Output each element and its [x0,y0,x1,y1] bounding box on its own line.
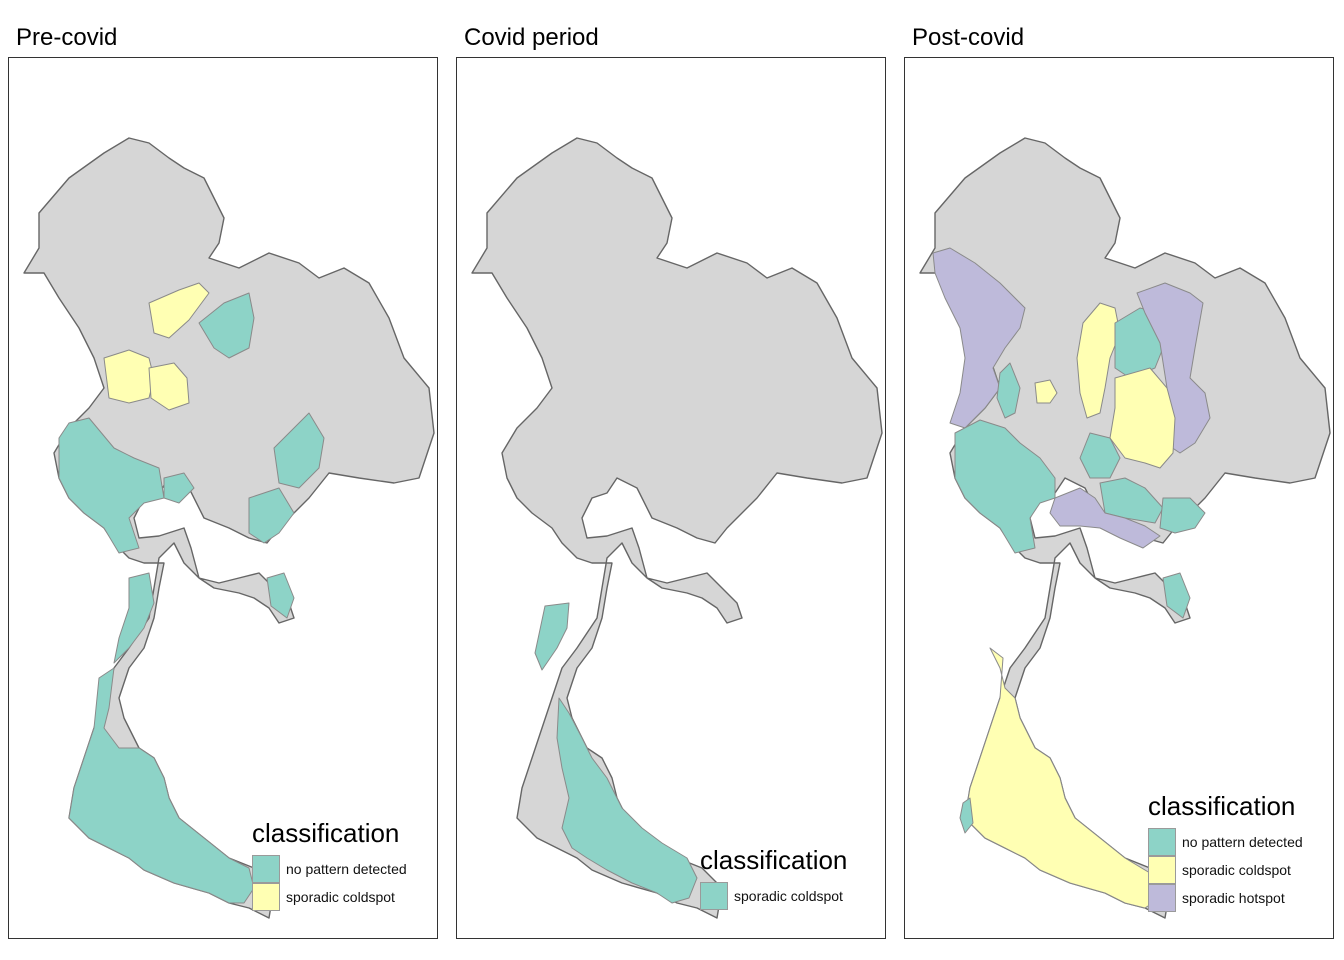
map-panel-pre-covid: classification no pattern detected spora… [8,57,438,939]
legend-label: sporadic coldspot [1182,862,1291,878]
legend-item: sporadic coldspot [700,882,847,910]
legend-title: classification [252,818,400,848]
legend-swatch [700,882,728,910]
panel-title-pre-covid: Pre-covid [16,24,118,51]
map-panel-covid-period: classification sporadic coldspot [456,57,886,939]
provinces [932,247,1211,909]
provinces [534,602,698,904]
legend-swatch [252,855,280,883]
legend-swatch [1148,828,1176,856]
legend-swatch [252,883,280,911]
map-legend-pre-covid: classification no pattern detected spora… [252,818,407,911]
legend-title: classification [700,845,848,875]
map-legend-covid-period: classification sporadic coldspot [700,845,847,910]
panel-title-covid-period: Covid period [464,24,599,51]
legend-swatch [1148,884,1176,912]
legend-swatch [1148,856,1176,884]
map-legend-post-covid: classification no pattern detected spora… [1148,791,1303,912]
legend-label: sporadic coldspot [286,889,395,905]
provinces [58,282,325,904]
legend-item: sporadic coldspot [252,883,407,911]
base-country [471,137,883,919]
legend-label: sporadic coldspot [734,888,843,904]
legend-label: sporadic hotspot [1182,890,1285,906]
thailand-map-post-covid [919,137,1331,919]
legend-title: classification [1148,791,1296,821]
legend-item: no pattern detected [252,855,407,883]
thailand-map-pre-covid [23,137,435,919]
legend-item: sporadic hotspot [1148,884,1303,912]
thailand-map-covid-period [471,137,883,919]
base-country [23,137,435,919]
legend-item: no pattern detected [1148,828,1303,856]
panel-title-post-covid: Post-covid [912,24,1025,51]
legend-label: no pattern detected [286,861,407,877]
legend-label: no pattern detected [1182,834,1303,850]
legend-item: sporadic coldspot [1148,856,1303,884]
map-panel-post-covid: classification no pattern detected spora… [904,57,1334,939]
